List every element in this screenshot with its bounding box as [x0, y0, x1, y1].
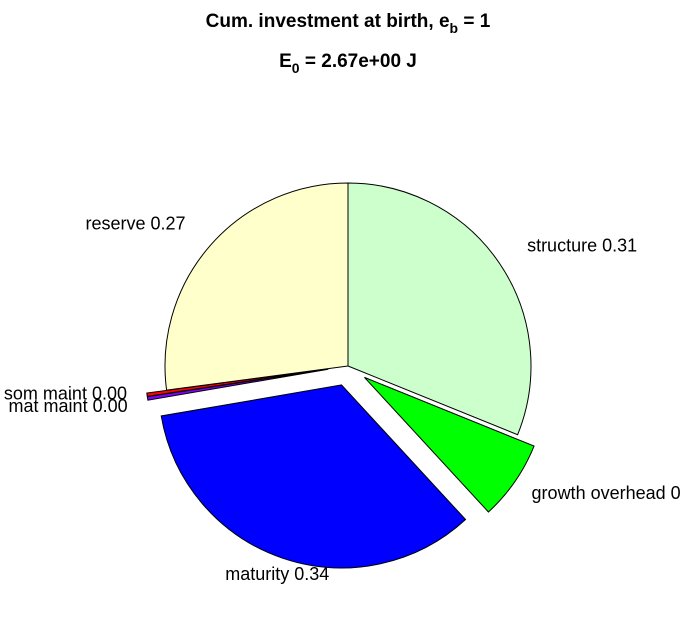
pie-label-growth-overhead: growth overhead 0 [532, 483, 681, 503]
pie-label-maturity: maturity 0.34 [225, 564, 329, 584]
pie-label-som-maint: som maint 0.00 [4, 384, 127, 404]
pie-label-reserve: reserve 0.27 [85, 214, 185, 234]
chart-subtitle: E0 = 2.67e+00 J [279, 51, 417, 76]
pie-slice-maturity [160, 384, 467, 569]
pie-slice-reserve [164, 182, 349, 391]
pie-slice-growth-overhead [364, 376, 535, 513]
pie-slices [146, 182, 535, 569]
pie-slice-structure [347, 182, 532, 436]
pie-label-structure: structure 0.31 [527, 235, 637, 255]
chart-title: Cum. investment at birth, eb = 1 [206, 11, 491, 36]
pie-label-mat-maint: mat maint 0.00 [9, 396, 128, 416]
pie-slice-som-maint [146, 368, 329, 397]
pie-labels: structure 0.31 growth overhead 0 maturity … [4, 214, 681, 584]
